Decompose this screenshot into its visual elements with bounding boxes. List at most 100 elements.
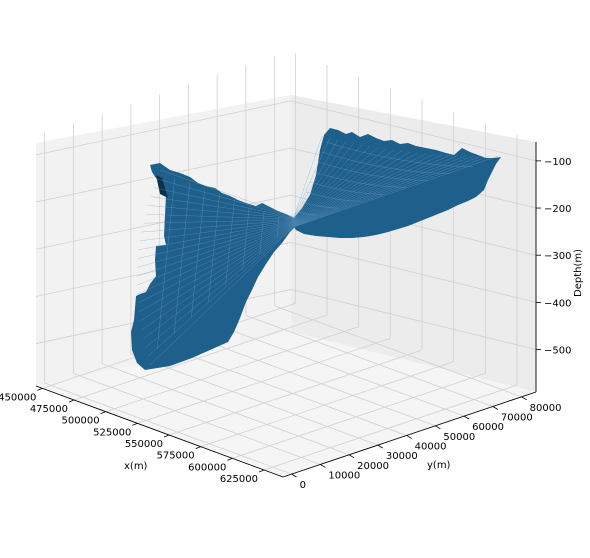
mesh-line	[293, 142, 355, 219]
mesh-line	[293, 155, 491, 227]
y-tick-label: 10000	[328, 470, 360, 481]
mesh-line	[293, 154, 443, 224]
mesh-line	[153, 187, 295, 219]
mesh-contour	[174, 183, 190, 334]
mesh-line	[293, 147, 379, 221]
mesh-line	[293, 141, 347, 219]
mesh-contour	[309, 181, 384, 195]
mesh-line	[136, 222, 295, 277]
x-tick-label: 550000	[125, 439, 163, 450]
mesh-contour	[313, 171, 406, 188]
mesh-line	[159, 169, 295, 218]
x-tick-label: 625000	[220, 474, 258, 485]
mesh-contour	[305, 191, 362, 202]
y-tick-mark	[377, 444, 384, 449]
x-gridline	[232, 372, 486, 459]
x-tick-mark	[100, 411, 106, 415]
y-tick-label: 0	[300, 480, 306, 491]
mesh-line	[293, 149, 395, 222]
mesh-line	[293, 148, 387, 221]
y-tick-mark	[406, 435, 412, 439]
mesh-line	[148, 205, 295, 219]
mesh-line	[143, 225, 295, 339]
mesh-line	[137, 223, 295, 295]
mesh-line	[145, 225, 295, 348]
mesh-line	[141, 225, 295, 330]
z-tick-label: −500	[544, 346, 571, 357]
mesh-line	[138, 220, 295, 250]
mesh-line	[293, 144, 363, 220]
mesh-contour	[321, 151, 451, 174]
mesh-line	[136, 222, 295, 286]
mesh-line	[293, 137, 331, 218]
z-axis-label: Depth(m)	[573, 249, 584, 297]
mesh-line	[293, 135, 323, 218]
y-gridline	[159, 344, 407, 436]
y-tick-label: 70000	[501, 412, 533, 423]
x-tick-mark	[227, 457, 233, 461]
mesh-line	[145, 214, 295, 220]
x-tick-label: 450000	[0, 392, 36, 403]
surface-mesh	[131, 128, 501, 370]
y-ticks: 0 100002000030000400005000060000700008000…	[291, 396, 562, 491]
y-gridline	[245, 315, 494, 407]
z-tick-label: −400	[544, 298, 571, 309]
mesh-line	[293, 139, 339, 218]
x-ticks: 4500004750005000005250005500005750006000…	[0, 387, 265, 485]
mesh-line	[293, 150, 403, 222]
y-tick-mark	[492, 406, 499, 410]
mesh-contour	[325, 141, 473, 168]
surface-left-lobe	[131, 163, 298, 370]
x-axis-label: x(m)	[124, 461, 148, 472]
mesh-contour	[242, 205, 250, 270]
x-gridline	[73, 314, 328, 401]
y-tick-mark	[463, 415, 470, 420]
x-tick-mark	[68, 399, 75, 403]
ticks: 4500004750005000005250005500005750006000…	[0, 157, 571, 491]
x-gridline	[168, 349, 423, 436]
y-tick-mark	[320, 464, 326, 468]
y-gridline	[101, 363, 350, 456]
surface-dark-fold	[156, 175, 168, 198]
x-tick-label: 500000	[61, 416, 99, 427]
mesh-line	[149, 226, 295, 366]
y-tick-label: 20000	[357, 461, 389, 472]
x-tick-mark	[258, 469, 265, 473]
mesh-line	[141, 220, 295, 233]
y-tick-label: 80000	[530, 403, 562, 414]
y-tick-mark	[521, 396, 527, 401]
mesh-line	[139, 220, 295, 242]
x-tick-mark	[195, 446, 201, 450]
mesh-contour	[297, 211, 317, 216]
mesh-contour	[225, 199, 235, 286]
mesh-line	[293, 155, 459, 225]
y-gridline	[188, 334, 436, 427]
grid-lines	[35, 53, 537, 475]
mesh-contour	[317, 161, 429, 181]
mesh-line	[136, 221, 295, 268]
mesh-line	[147, 226, 295, 357]
pane-edges	[35, 142, 537, 478]
mesh-line	[293, 145, 371, 220]
mesh-contour	[259, 210, 265, 254]
mesh-line	[143, 219, 295, 224]
mesh-line	[151, 196, 295, 219]
mesh-line	[139, 224, 295, 312]
mesh-line	[293, 155, 499, 228]
z-gridline-right	[290, 241, 537, 303]
x-gridline	[137, 337, 391, 424]
z-tick-label: −200	[544, 204, 571, 215]
z-tick-label: −300	[544, 251, 571, 262]
x-gridline	[105, 326, 359, 413]
y-gridline	[216, 324, 465, 417]
mesh-line	[137, 223, 295, 304]
mesh-line	[293, 155, 475, 226]
mesh-line	[140, 224, 295, 321]
z-ticks: −100 −200 −300 −400 −500	[536, 157, 571, 357]
y-gridline	[73, 373, 321, 465]
x-tick-mark	[37, 387, 43, 391]
mesh-line	[293, 152, 419, 223]
y-gridline	[130, 353, 379, 446]
mesh-line	[293, 154, 435, 224]
